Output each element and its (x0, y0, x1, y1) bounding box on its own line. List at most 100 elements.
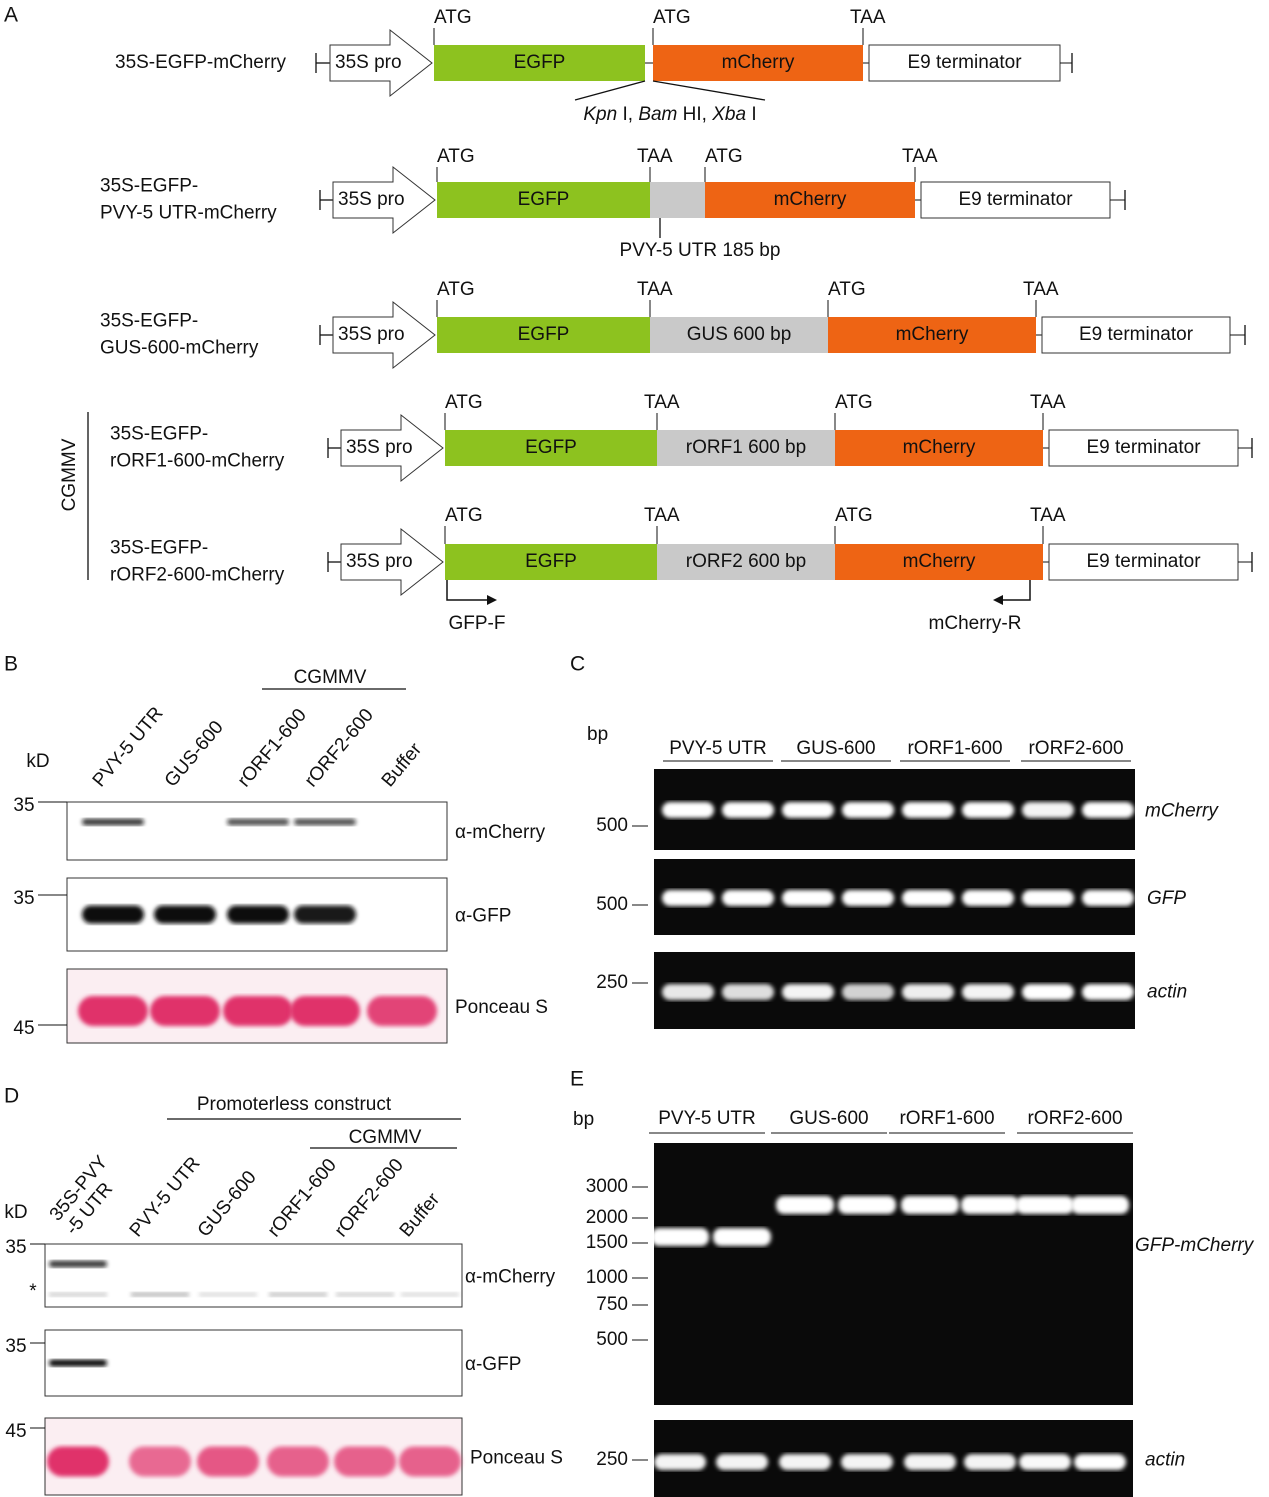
segment-label: mCherry (903, 551, 976, 572)
band (197, 1446, 259, 1477)
group-label: rORF1-600 (899, 1108, 994, 1129)
band (1074, 1454, 1126, 1470)
restriction-site-part: HI, (677, 104, 712, 125)
band (662, 802, 714, 818)
promoter-label: 35S pro (338, 189, 405, 210)
unit-label: bp (573, 1109, 594, 1130)
egfp-segment (445, 544, 657, 580)
terminator-label: E9 terminator (1086, 437, 1201, 458)
asterisk: * (29, 1281, 37, 1302)
band (782, 984, 834, 1000)
band (47, 1446, 109, 1477)
band (334, 1446, 396, 1477)
nonspecific-band (401, 1292, 459, 1297)
lane-label: GUS-600 (194, 1167, 261, 1241)
restriction-site-part: Kpn (583, 104, 617, 125)
band (82, 905, 144, 924)
antibody-label: α-GFP (455, 906, 511, 927)
promoterless-header: Promoterless construct (197, 1094, 392, 1115)
antibody-label: α-mCherry (455, 822, 546, 843)
band (150, 996, 220, 1026)
group-label: rORF1-600 (907, 738, 1002, 759)
marker-label: 35 (13, 795, 34, 816)
spacer-segment (657, 544, 835, 580)
ladder-label: 2000 (586, 1207, 628, 1228)
band (294, 818, 356, 826)
promoter-arrow-icon (332, 165, 436, 235)
antibody-label: Ponceau S (455, 997, 548, 1018)
arrowhead-icon (487, 595, 497, 605)
marker-label: 500 (596, 815, 628, 836)
band (713, 1228, 771, 1246)
egfp-segment (434, 45, 645, 81)
blot-western-2: α-GFP 35 (13, 877, 511, 952)
band (902, 984, 954, 1000)
band (227, 818, 289, 826)
codon-label: ATG (445, 392, 483, 413)
panel-label-e: E (570, 1068, 584, 1091)
antibody-label: α-mCherry (465, 1267, 556, 1288)
terminator-label: E9 terminator (958, 189, 1073, 210)
band (223, 996, 293, 1026)
marker-label: 250 (596, 972, 628, 993)
band (129, 1446, 191, 1477)
blot-western-1: α-mCherry 35 (13, 795, 546, 861)
band (842, 890, 894, 906)
terminator-box (1048, 429, 1239, 467)
band (294, 905, 356, 924)
restriction-pointer (574, 80, 646, 101)
construct-name: PVY-5 UTR-mCherry (100, 203, 277, 224)
nonspecific-band (336, 1292, 394, 1297)
gel-3: actin 250 (596, 952, 1187, 1029)
lane-label: rORF1-600 (264, 1155, 341, 1241)
band (842, 802, 894, 818)
nonspecific-band (199, 1292, 257, 1297)
unit-label: kD (26, 751, 49, 772)
promoter-arrow-icon (340, 413, 444, 483)
segment-label: rORF2 600 bp (686, 551, 806, 572)
construct-name: 35S-EGFP- (110, 424, 208, 445)
terminator-label: E9 terminator (907, 52, 1022, 73)
band (367, 996, 437, 1026)
codon-label: TAA (902, 146, 938, 167)
gene-label: mCherry (1145, 801, 1219, 822)
antibody-label: Ponceau S (470, 1448, 563, 1469)
band (399, 1446, 461, 1477)
cgmmv-label: CGMMV (349, 1127, 422, 1148)
band (82, 818, 144, 826)
band (1019, 1454, 1071, 1470)
construct-name: rORF2-600-mCherry (110, 565, 285, 586)
marker-label: 35 (13, 888, 34, 909)
gel-2: GFP 500 (596, 859, 1186, 935)
construct-name: 35S-EGFP- (100, 311, 198, 332)
group-label: GUS-600 (796, 738, 875, 759)
band (49, 1359, 107, 1367)
spacer-note: PVY-5 UTR 185 bp (620, 240, 781, 261)
marker-label: 500 (596, 894, 628, 915)
codon-label: TAA (850, 7, 886, 28)
mcherry-segment (705, 182, 915, 218)
codon-label: TAA (637, 279, 673, 300)
marker-label: 45 (13, 1018, 34, 1039)
group-label: rORF2-600 (1028, 738, 1123, 759)
gene-label: actin (1145, 1450, 1185, 1471)
restriction-site-part: I (746, 104, 757, 125)
band (964, 1454, 1016, 1470)
band (722, 984, 774, 1000)
group-label: PVY-5 UTR (669, 738, 767, 759)
segment-label: mCherry (903, 437, 976, 458)
band (716, 1454, 768, 1470)
gel-image (654, 1143, 1133, 1405)
arrowhead-icon (993, 595, 1003, 605)
band (782, 802, 834, 818)
lane-label: Buffer (396, 1189, 445, 1242)
group-label: rORF2-600 (1027, 1108, 1122, 1129)
construct-5: 35S-EGFP-rORF2-600-mCherry 35S pro EGFP rOR… (110, 505, 1253, 597)
blot-ponceau-3: Ponceau S 45 (5, 1417, 563, 1496)
band (962, 802, 1014, 818)
mcherry-segment (653, 45, 863, 81)
band (722, 802, 774, 818)
band (227, 905, 289, 924)
band (1082, 890, 1134, 906)
